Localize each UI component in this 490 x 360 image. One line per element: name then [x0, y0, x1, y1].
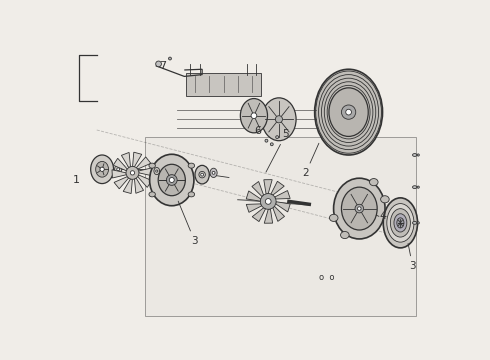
Ellipse shape — [394, 214, 407, 232]
Ellipse shape — [413, 221, 417, 224]
Polygon shape — [252, 208, 266, 222]
Circle shape — [100, 167, 104, 171]
Circle shape — [156, 170, 158, 172]
Ellipse shape — [383, 198, 417, 248]
Ellipse shape — [397, 218, 404, 228]
Circle shape — [265, 139, 268, 142]
Circle shape — [355, 204, 364, 213]
Circle shape — [251, 113, 257, 118]
Circle shape — [169, 57, 171, 60]
Circle shape — [212, 171, 215, 174]
Polygon shape — [122, 152, 130, 168]
Circle shape — [417, 186, 419, 188]
Ellipse shape — [329, 214, 338, 221]
Ellipse shape — [342, 187, 377, 230]
Polygon shape — [252, 181, 264, 197]
Circle shape — [130, 171, 135, 175]
Text: 7: 7 — [159, 61, 167, 71]
Ellipse shape — [195, 165, 209, 184]
Polygon shape — [264, 180, 272, 194]
Ellipse shape — [96, 161, 109, 177]
Circle shape — [169, 177, 174, 183]
Circle shape — [342, 105, 356, 119]
Ellipse shape — [210, 168, 217, 177]
Circle shape — [167, 175, 177, 185]
Circle shape — [270, 143, 273, 146]
Circle shape — [260, 194, 276, 209]
Ellipse shape — [262, 98, 296, 141]
Ellipse shape — [188, 192, 195, 197]
Ellipse shape — [154, 167, 160, 175]
Ellipse shape — [369, 179, 378, 186]
Circle shape — [417, 154, 419, 156]
Ellipse shape — [149, 154, 194, 206]
Circle shape — [417, 222, 419, 224]
Ellipse shape — [91, 155, 114, 184]
Text: 6: 6 — [254, 126, 261, 136]
Ellipse shape — [315, 69, 383, 155]
Polygon shape — [264, 209, 272, 223]
Polygon shape — [246, 191, 261, 201]
Text: 3: 3 — [408, 243, 416, 271]
Polygon shape — [273, 206, 285, 221]
Ellipse shape — [188, 163, 195, 168]
Circle shape — [276, 136, 279, 139]
Polygon shape — [123, 179, 132, 194]
Circle shape — [358, 207, 361, 210]
Polygon shape — [114, 177, 128, 189]
Ellipse shape — [381, 196, 389, 203]
Circle shape — [156, 61, 161, 67]
Text: 4: 4 — [379, 211, 386, 221]
Circle shape — [346, 109, 351, 115]
Circle shape — [275, 116, 283, 123]
Polygon shape — [136, 157, 151, 169]
Circle shape — [117, 168, 120, 171]
Circle shape — [126, 166, 139, 179]
Polygon shape — [138, 175, 152, 188]
Circle shape — [199, 171, 205, 178]
Text: 3: 3 — [178, 201, 198, 246]
Ellipse shape — [329, 88, 368, 136]
Ellipse shape — [413, 154, 417, 157]
Circle shape — [266, 199, 271, 204]
Ellipse shape — [149, 192, 155, 197]
Polygon shape — [275, 190, 290, 199]
Circle shape — [201, 173, 203, 176]
Ellipse shape — [387, 204, 414, 242]
Ellipse shape — [115, 165, 122, 174]
Polygon shape — [139, 168, 153, 176]
Ellipse shape — [413, 186, 417, 189]
Polygon shape — [113, 158, 127, 171]
Ellipse shape — [341, 231, 349, 239]
Polygon shape — [276, 202, 290, 212]
Ellipse shape — [149, 163, 155, 168]
Ellipse shape — [334, 178, 385, 239]
Text: 1: 1 — [73, 175, 80, 185]
FancyBboxPatch shape — [145, 137, 416, 316]
Text: 2: 2 — [302, 143, 319, 179]
FancyBboxPatch shape — [186, 73, 261, 96]
Polygon shape — [112, 170, 126, 178]
Polygon shape — [246, 204, 262, 212]
Polygon shape — [271, 181, 284, 195]
Ellipse shape — [241, 99, 268, 133]
Text: o  o: o o — [319, 273, 335, 282]
Ellipse shape — [391, 209, 411, 237]
Polygon shape — [134, 178, 144, 193]
Polygon shape — [133, 152, 142, 167]
Ellipse shape — [158, 164, 185, 196]
Text: 5: 5 — [266, 129, 289, 172]
